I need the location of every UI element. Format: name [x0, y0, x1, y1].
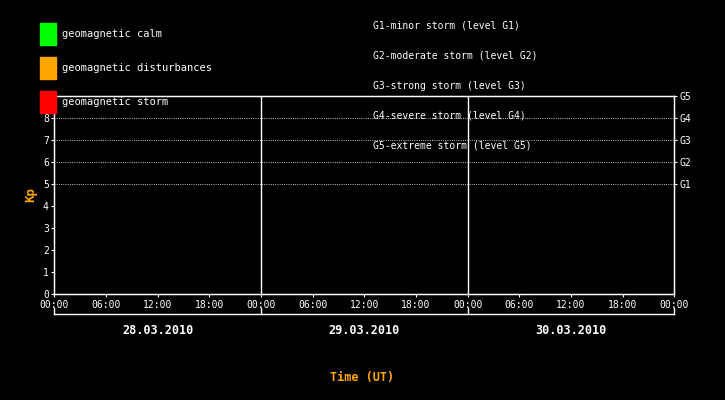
- Text: geomagnetic disturbances: geomagnetic disturbances: [62, 63, 212, 73]
- Text: Time (UT): Time (UT): [331, 372, 394, 384]
- Text: G4-severe storm (level G4): G4-severe storm (level G4): [373, 111, 526, 121]
- Text: geomagnetic calm: geomagnetic calm: [62, 29, 162, 39]
- Text: 29.03.2010: 29.03.2010: [328, 324, 400, 336]
- Text: G3-strong storm (level G3): G3-strong storm (level G3): [373, 81, 526, 91]
- Text: G2-moderate storm (level G2): G2-moderate storm (level G2): [373, 51, 538, 61]
- Text: G5-extreme storm (level G5): G5-extreme storm (level G5): [373, 141, 532, 151]
- Text: G1-minor storm (level G1): G1-minor storm (level G1): [373, 21, 521, 31]
- Text: 28.03.2010: 28.03.2010: [122, 324, 194, 336]
- Y-axis label: Kp: Kp: [25, 188, 38, 202]
- Text: 30.03.2010: 30.03.2010: [535, 324, 607, 336]
- Text: geomagnetic storm: geomagnetic storm: [62, 97, 168, 107]
